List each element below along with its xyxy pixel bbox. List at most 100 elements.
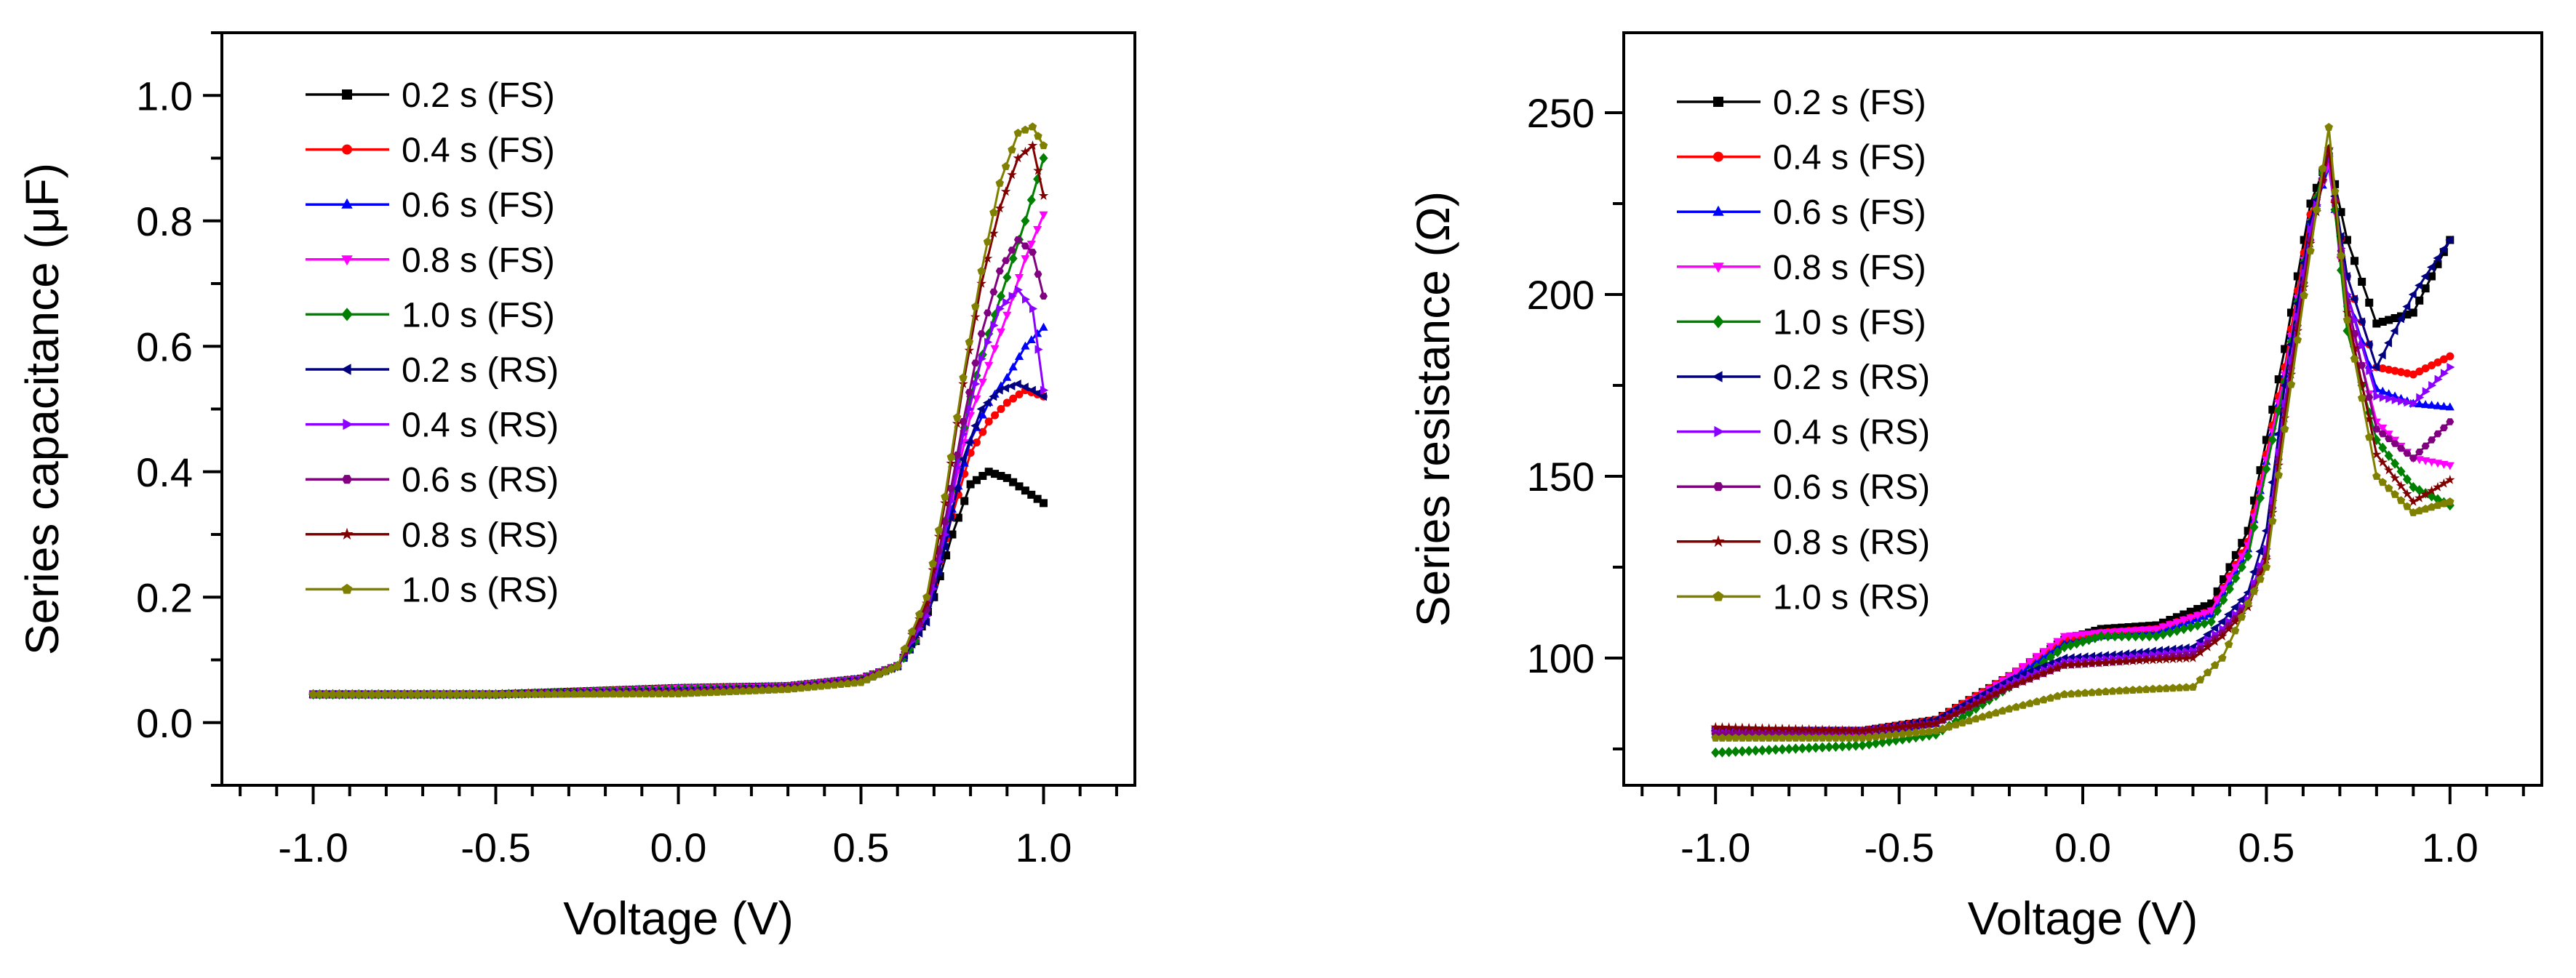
data-point [2273,460,2284,470]
data-point [589,689,598,698]
data-point [2415,448,2424,456]
data-point [2203,668,2212,676]
data-point [2372,362,2380,372]
data-point [2364,414,2374,424]
data-point [2414,492,2425,502]
data-point [1029,304,1038,313]
data-point [2046,693,2055,702]
y-tick-label: 0.8 [136,199,193,244]
data-point [1931,726,1940,734]
data-point [2161,654,2172,664]
data-point [2151,630,2161,642]
data-point [2439,401,2449,410]
data-point [2137,630,2148,642]
data-point [2357,317,2366,326]
data-point [2337,208,2345,217]
data-point [2428,436,2436,444]
data-point [1033,388,1042,398]
series-group [308,122,1049,700]
data-point [622,689,631,698]
data-point [2390,458,2400,469]
data-point [1738,733,1747,742]
data-point [1027,385,1036,395]
data-point [2378,442,2388,453]
data-point [2039,652,2049,661]
data-point [2231,550,2240,559]
legend-item: 0.4 s (RS) [1677,414,1930,452]
x-tick-label: -1.0 [1680,825,1751,870]
series-1-0-s-rs- [308,122,1048,698]
data-point [2306,199,2315,208]
data-point [2426,262,2435,272]
data-point [1007,381,1016,390]
legend-label: 0.2 s (FS) [402,76,555,115]
data-point [2046,665,2056,676]
data-point [1039,141,1048,150]
data-point [933,567,942,577]
data-point [2011,668,2021,676]
x-tick-label: 0.5 [833,825,890,870]
data-point [1951,720,1961,729]
legend-label: 0.2 s (FS) [1773,84,1926,122]
data-point [543,689,552,698]
data-point [2390,314,2399,322]
data-point [1758,733,1767,742]
data-point [2110,630,2120,642]
data-point [400,689,409,698]
data-point [2039,648,2049,657]
data-point [1964,702,1974,712]
data-point [2032,653,2041,662]
data-point [2433,500,2442,509]
data-point [922,593,931,601]
data-point [2349,294,2358,304]
data-point [2262,463,2271,475]
data-point [1026,240,1036,249]
y-tick-label: 150 [1527,454,1595,500]
legend-item: 0.8 s (FS) [306,241,555,280]
data-point [797,684,806,692]
data-point [1990,688,2001,698]
data-point [989,288,998,296]
series-line [313,214,1045,696]
data-point [1971,714,1980,723]
data-point [982,398,991,407]
data-point [2206,616,2216,628]
data-point [2188,682,2198,691]
data-point [2238,539,2246,548]
data-point [1731,733,1740,742]
data-point [2165,621,2174,630]
data-point [1804,733,1814,742]
legend-marker [341,583,353,594]
data-point [738,686,747,695]
data-point [914,614,925,624]
data-point [757,686,767,694]
data-point [517,689,527,698]
data-point [2121,656,2132,666]
data-point [2439,499,2449,508]
data-point [2186,614,2196,622]
plot-frame [1622,31,2543,787]
legend-item: 0.2 s (FS) [306,76,555,115]
data-point [2086,658,2097,668]
data-point [458,689,468,698]
data-point [2350,257,2359,265]
data-point [972,379,981,389]
data-point [1797,724,1808,734]
data-point [354,689,364,698]
data-point [439,689,448,698]
data-point [989,228,999,238]
data-point [1008,253,1018,264]
data-point [983,237,992,246]
series-0-8-s-fs- [308,211,1048,700]
legend-label: 0.6 s (RS) [402,461,559,500]
data-point [1020,382,1029,392]
data-point [2292,325,2303,335]
data-point [2378,364,2387,373]
data-point [1717,722,1728,732]
data-point [1711,747,1720,758]
data-point [2179,623,2188,635]
data-point [2372,434,2381,446]
data-point [2349,342,2360,353]
legend-marker [1712,534,1725,548]
data-point [471,689,481,698]
